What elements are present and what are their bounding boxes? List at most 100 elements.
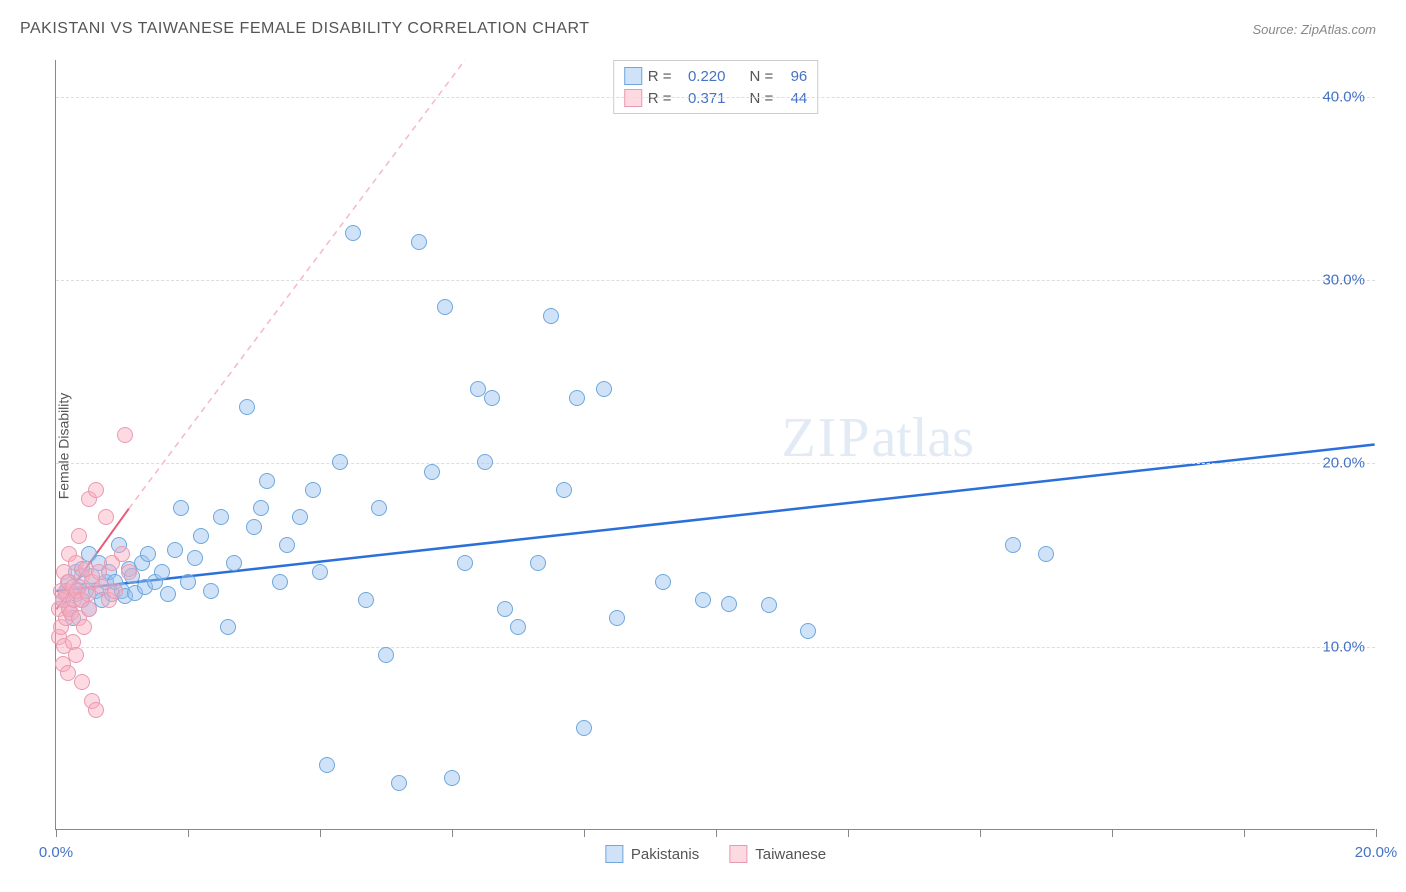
scatter-point (576, 720, 592, 736)
scatter-point (319, 757, 335, 773)
watermark-atlas: atlas (871, 407, 974, 469)
scatter-point (272, 574, 288, 590)
scatter-point (253, 500, 269, 516)
stats-row: R = 0.220 N = 96 (624, 65, 808, 87)
scatter-point (1005, 537, 1021, 553)
scatter-point (117, 427, 133, 443)
scatter-point (721, 596, 737, 612)
scatter-point (107, 583, 123, 599)
scatter-point (180, 574, 196, 590)
scatter-point (68, 647, 84, 663)
x-tick-label: 20.0% (1355, 844, 1398, 861)
scatter-point (60, 665, 76, 681)
scatter-point (226, 555, 242, 571)
legend-item: Taiwanese (729, 845, 826, 863)
scatter-point (71, 528, 87, 544)
y-tick-label: 40.0% (1322, 88, 1365, 105)
scatter-point (761, 597, 777, 613)
y-tick-label: 10.0% (1322, 638, 1365, 655)
scatter-point (279, 537, 295, 553)
stats-box: R = 0.220 N = 96 R =0.371N =44 (613, 60, 819, 114)
scatter-point (569, 390, 585, 406)
scatter-point (187, 550, 203, 566)
chart-title: PAKISTANI VS TAIWANESE FEMALE DISABILITY… (20, 20, 590, 38)
stat-n-label: N = (750, 68, 774, 85)
gridline (56, 463, 1375, 464)
scatter-point (556, 482, 572, 498)
scatter-point (457, 555, 473, 571)
scatter-point (497, 601, 513, 617)
scatter-point (1038, 546, 1054, 562)
scatter-point (655, 574, 671, 590)
scatter-point (800, 623, 816, 639)
stat-r-value: 0.371 (678, 90, 726, 107)
legend-swatch (605, 845, 623, 863)
plot-area: ZIPatlas R =0.220N =96R =0.371N =44 Paki… (55, 60, 1375, 830)
scatter-point (220, 619, 236, 635)
scatter-point (121, 564, 137, 580)
scatter-point (98, 509, 114, 525)
scatter-point (167, 542, 183, 558)
x-tick (56, 829, 57, 837)
scatter-point (371, 500, 387, 516)
stat-r-value: 0.220 (678, 68, 726, 85)
scatter-point (391, 775, 407, 791)
x-tick (848, 829, 849, 837)
scatter-point (609, 610, 625, 626)
trend-lines-svg (56, 60, 1375, 829)
scatter-point (74, 674, 90, 690)
legend-item: Pakistanis (605, 845, 699, 863)
scatter-point (312, 564, 328, 580)
legend-label: Pakistanis (631, 846, 699, 863)
scatter-point (88, 702, 104, 718)
trend-line (129, 60, 465, 509)
legend-label: Taiwanese (755, 846, 826, 863)
scatter-point (154, 564, 170, 580)
scatter-point (76, 619, 92, 635)
y-tick-label: 30.0% (1322, 272, 1365, 289)
scatter-point (81, 601, 97, 617)
series-swatch (624, 89, 642, 107)
scatter-point (484, 390, 500, 406)
scatter-point (437, 299, 453, 315)
x-tick (1376, 829, 1377, 837)
scatter-point (173, 500, 189, 516)
scatter-point (259, 473, 275, 489)
legend-swatch (729, 845, 747, 863)
gridline (56, 97, 1375, 98)
y-tick-label: 20.0% (1322, 455, 1365, 472)
scatter-point (203, 583, 219, 599)
scatter-point (160, 586, 176, 602)
x-axis-legend: Pakistanis Taiwanese (605, 845, 826, 863)
gridline (56, 647, 1375, 648)
stat-n-value: 44 (779, 90, 807, 107)
scatter-point (411, 234, 427, 250)
scatter-point (510, 619, 526, 635)
watermark: ZIPatlas (781, 406, 974, 470)
scatter-point (88, 482, 104, 498)
scatter-point (193, 528, 209, 544)
scatter-point (140, 546, 156, 562)
scatter-point (695, 592, 711, 608)
gridline (56, 280, 1375, 281)
scatter-point (543, 308, 559, 324)
source-attribution: Source: ZipAtlas.com (1252, 22, 1376, 37)
x-tick (188, 829, 189, 837)
scatter-point (596, 381, 612, 397)
stats-row: R =0.371N =44 (624, 87, 808, 109)
x-tick (1112, 829, 1113, 837)
watermark-zip: ZIP (781, 407, 871, 469)
scatter-point (345, 225, 361, 241)
scatter-point (530, 555, 546, 571)
x-tick-label: 0.0% (39, 844, 73, 861)
x-tick (452, 829, 453, 837)
series-swatch (624, 67, 642, 85)
x-tick (584, 829, 585, 837)
stat-n-value: 96 (779, 68, 807, 85)
x-tick (980, 829, 981, 837)
scatter-point (424, 464, 440, 480)
x-tick (716, 829, 717, 837)
scatter-point (444, 770, 460, 786)
x-tick (1244, 829, 1245, 837)
stat-r-label: R = (648, 68, 672, 85)
